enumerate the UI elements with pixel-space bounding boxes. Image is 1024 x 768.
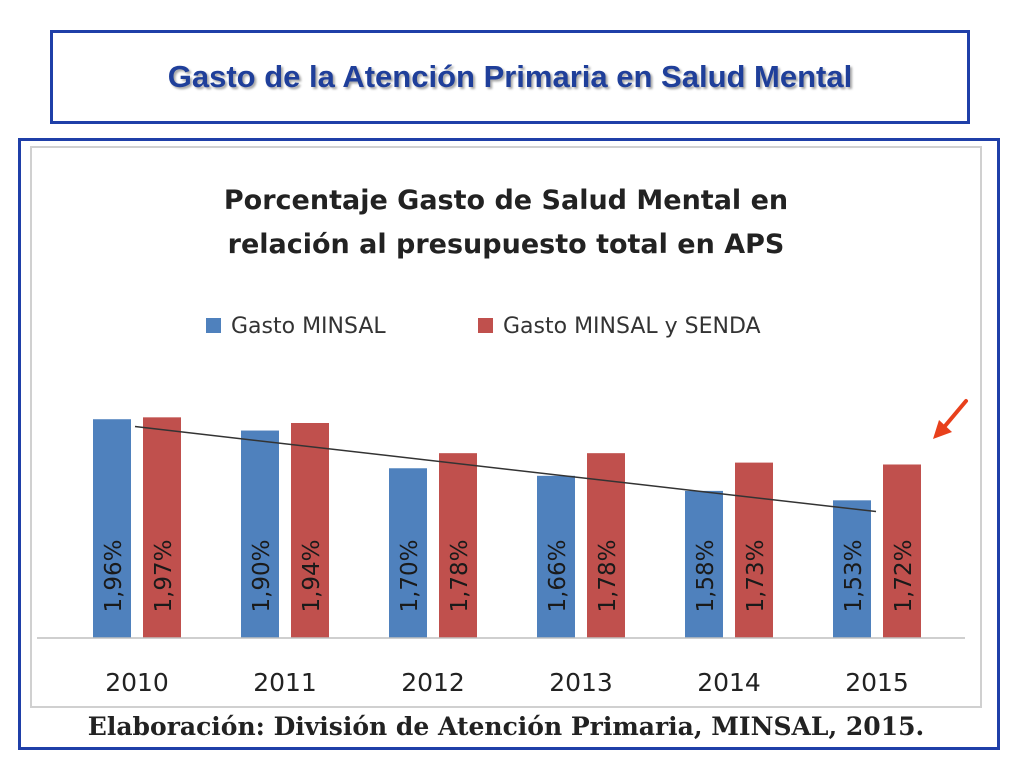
bar-minsal-senda-2012 — [439, 453, 477, 638]
red-arrow-icon — [933, 399, 968, 439]
bar-minsal-2012 — [389, 468, 427, 638]
x-tick-label-2013: 2013 — [549, 668, 613, 697]
chart: Porcentaje Gasto de Salud Mental en rela… — [30, 146, 982, 741]
x-tick-label-2015: 2015 — [845, 668, 909, 697]
chart-frame: Porcentaje Gasto de Salud Mental en rela… — [18, 138, 1000, 750]
data-label-minsal-senda-2010: 1,97% — [151, 539, 177, 612]
bar-minsal-senda-2010 — [143, 417, 181, 638]
data-label-minsal-2010: 1,96% — [101, 539, 127, 612]
legend-swatch-minsal-senda — [478, 318, 493, 333]
chart-legend: Gasto MINSAL Gasto MINSAL y SENDA — [206, 314, 761, 339]
legend-label-minsal-senda: Gasto MINSAL y SENDA — [503, 314, 761, 339]
data-label-minsal-2015: 1,53% — [841, 539, 867, 612]
data-label-minsal-2014: 1,58% — [693, 539, 719, 612]
slide-title: Gasto de la Atención Primaria en Salud M… — [167, 59, 853, 94]
x-tick-label-2011: 2011 — [253, 668, 317, 697]
slide-title-box: Gasto de la Atención Primaria en Salud M… — [50, 30, 970, 124]
legend-swatch-minsal — [206, 318, 221, 333]
data-label-minsal-senda-2014: 1,73% — [743, 539, 769, 612]
bar-minsal-senda-2011 — [291, 422, 329, 638]
data-label-minsal-2012: 1,70% — [397, 539, 423, 612]
bar-minsal-2014 — [685, 490, 723, 638]
chart-title-line-1: Porcentaje Gasto de Salud Mental en — [224, 185, 788, 216]
data-label-minsal-2013: 1,66% — [545, 539, 571, 612]
data-label-minsal-senda-2011: 1,94% — [299, 539, 325, 612]
bar-minsal-senda-2015 — [883, 464, 921, 638]
bar-minsal-2015 — [833, 500, 871, 638]
legend-label-minsal: Gasto MINSAL — [231, 314, 386, 339]
data-label-minsal-senda-2013: 1,78% — [595, 539, 621, 612]
x-tick-layer: 2010 2011 2012 2013 2014 2015 — [105, 668, 909, 697]
x-tick-label-2010: 2010 — [105, 668, 169, 697]
chart-area — [30, 146, 982, 708]
x-tick-label-2014: 2014 — [697, 668, 761, 697]
chart-title-line-2: relación al presupuesto total en APS — [228, 229, 785, 260]
data-label-minsal-2011: 1,90% — [249, 539, 275, 612]
bars-layer — [93, 417, 921, 638]
bar-minsal-senda-2014 — [735, 462, 773, 638]
bar-minsal-2010 — [93, 419, 131, 638]
trendline — [134, 425, 877, 513]
bar-minsal-2013 — [537, 475, 575, 638]
x-tick-label-2012: 2012 — [401, 668, 465, 697]
bar-minsal-senda-2013 — [587, 453, 625, 638]
source-note: Elaboración: División de Atención Primar… — [88, 712, 924, 741]
data-label-minsal-senda-2012: 1,78% — [447, 539, 473, 612]
bar-minsal-2011 — [241, 430, 279, 638]
labels-layer: 1,96% 1,97% 1,90% 1,94% 1,70% 1,78% 1,66% 1,78%… — [101, 539, 917, 612]
data-label-minsal-senda-2015: 1,72% — [891, 539, 917, 612]
